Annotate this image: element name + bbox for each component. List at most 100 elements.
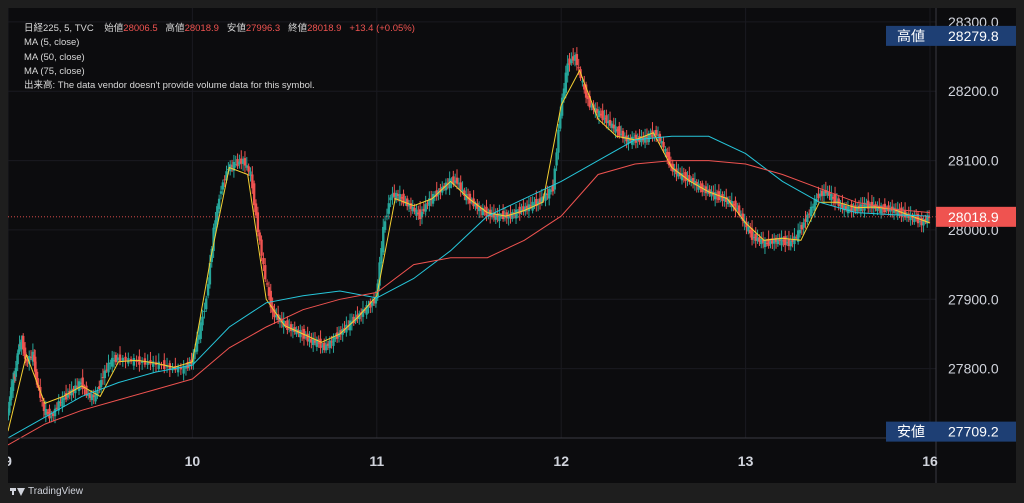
chart-area[interactable]: 日経225, 5, TVC 始値28006.5 高値28018.9 安値2799…	[8, 8, 1016, 483]
candle-body	[135, 361, 138, 363]
candle-body	[557, 129, 560, 153]
candle-body	[267, 287, 271, 296]
candle-body	[203, 310, 206, 312]
candle-body	[686, 178, 689, 180]
candle-body	[750, 228, 754, 240]
candle-body	[855, 206, 859, 212]
candle-body	[831, 196, 835, 199]
candle-body	[411, 206, 414, 212]
candle-body	[824, 190, 828, 194]
candle-body	[186, 361, 189, 369]
candle-body	[477, 206, 481, 212]
candle-body	[846, 206, 850, 214]
candle-body	[26, 359, 29, 362]
low-badge-value-bg	[936, 421, 1016, 442]
candle-body	[22, 335, 25, 350]
candle-body	[10, 387, 13, 401]
candle-body	[889, 207, 892, 212]
candle-body	[763, 239, 767, 248]
candle-body	[601, 110, 604, 121]
candle-body	[566, 63, 569, 76]
candle-body	[677, 172, 680, 177]
legend-open-label: 始値	[104, 23, 124, 34]
candle-body	[481, 207, 485, 215]
candle-body	[619, 133, 623, 135]
time-tick-label: 12	[553, 453, 569, 469]
candle-body	[774, 237, 778, 242]
candle-body	[101, 377, 105, 379]
candle-body	[245, 165, 248, 168]
candle-body	[479, 207, 483, 211]
candle-body	[107, 362, 110, 373]
tradingview-logo-icon	[10, 487, 25, 496]
candle-body	[726, 199, 730, 205]
candle-body	[33, 356, 37, 372]
candle-body	[850, 204, 853, 213]
candle-body	[262, 257, 265, 265]
candle-body	[24, 359, 28, 361]
candle-body	[507, 214, 510, 219]
candle-body	[693, 180, 697, 186]
candle-body	[8, 401, 11, 413]
candle-body	[520, 209, 523, 213]
price-axis[interactable]: 27800.027900.028000.028100.028200.028300…	[948, 14, 999, 377]
candle-body	[15, 363, 18, 365]
candle-body	[258, 232, 261, 241]
legend-ma5[interactable]: MA (5, close)	[24, 37, 80, 49]
candle-body	[483, 210, 486, 212]
candle-body	[798, 229, 802, 234]
candle-body	[839, 204, 842, 207]
legend-symbol[interactable]: 日経225, 5, TVC	[24, 23, 94, 34]
time-tick-label: 10	[185, 453, 201, 469]
candles	[8, 47, 931, 424]
candle-body	[905, 214, 909, 218]
candle-body	[863, 202, 866, 211]
candle-body	[577, 67, 580, 69]
candle-body	[424, 204, 427, 212]
candle-body	[92, 395, 95, 398]
candle-body	[673, 169, 676, 172]
candle-body	[739, 214, 743, 216]
low-badge-label: 安値	[897, 424, 925, 440]
candle-body	[780, 237, 783, 246]
legend-ma50[interactable]: MA (50, close)	[24, 51, 85, 63]
candle-body	[402, 193, 405, 204]
candle-body	[868, 204, 872, 207]
legend-ma75[interactable]: MA (75, close)	[24, 65, 85, 77]
candle-body	[691, 178, 695, 183]
price-tick-label: 27900.0	[948, 291, 999, 307]
candle-body	[407, 204, 411, 207]
candle-body	[549, 190, 553, 192]
candle-body	[621, 130, 625, 139]
candle-body	[463, 190, 466, 197]
candle-body	[927, 217, 931, 219]
ma-line-1	[8, 135, 931, 439]
legend-ohlc-row: 日経225, 5, TVC 始値28006.5 高値28018.9 安値2799…	[24, 22, 415, 36]
candle-body	[176, 366, 180, 373]
candle-body	[909, 214, 912, 221]
candle-body	[841, 203, 844, 209]
brand-name: TradingView	[28, 486, 84, 497]
candle-body	[374, 297, 378, 304]
legend-change: +13.4 (+0.05%)	[349, 23, 415, 34]
candle-body	[51, 413, 55, 416]
legend-volume-note: 出来高: The data vendor doesn't provide vol…	[24, 80, 315, 92]
candle-body	[96, 391, 99, 397]
candle-body	[280, 318, 284, 323]
candle-body	[688, 175, 691, 182]
candle-body	[201, 316, 204, 326]
candle-body	[16, 353, 19, 365]
legend-high-label: 高値	[165, 23, 185, 34]
candle-body	[881, 208, 885, 210]
brand[interactable]: TradingView	[10, 486, 83, 497]
candle-body	[64, 393, 68, 400]
price-tick-label: 28100.0	[948, 153, 999, 169]
candle-body	[662, 141, 665, 148]
candle-body	[459, 182, 462, 190]
candle-body	[920, 217, 923, 226]
candle-body	[415, 209, 418, 216]
time-axis[interactable]: 9 10 11 12 13 16	[8, 453, 938, 469]
candle-body	[18, 343, 21, 352]
candle-body	[378, 262, 381, 286]
candle-body	[654, 129, 658, 136]
